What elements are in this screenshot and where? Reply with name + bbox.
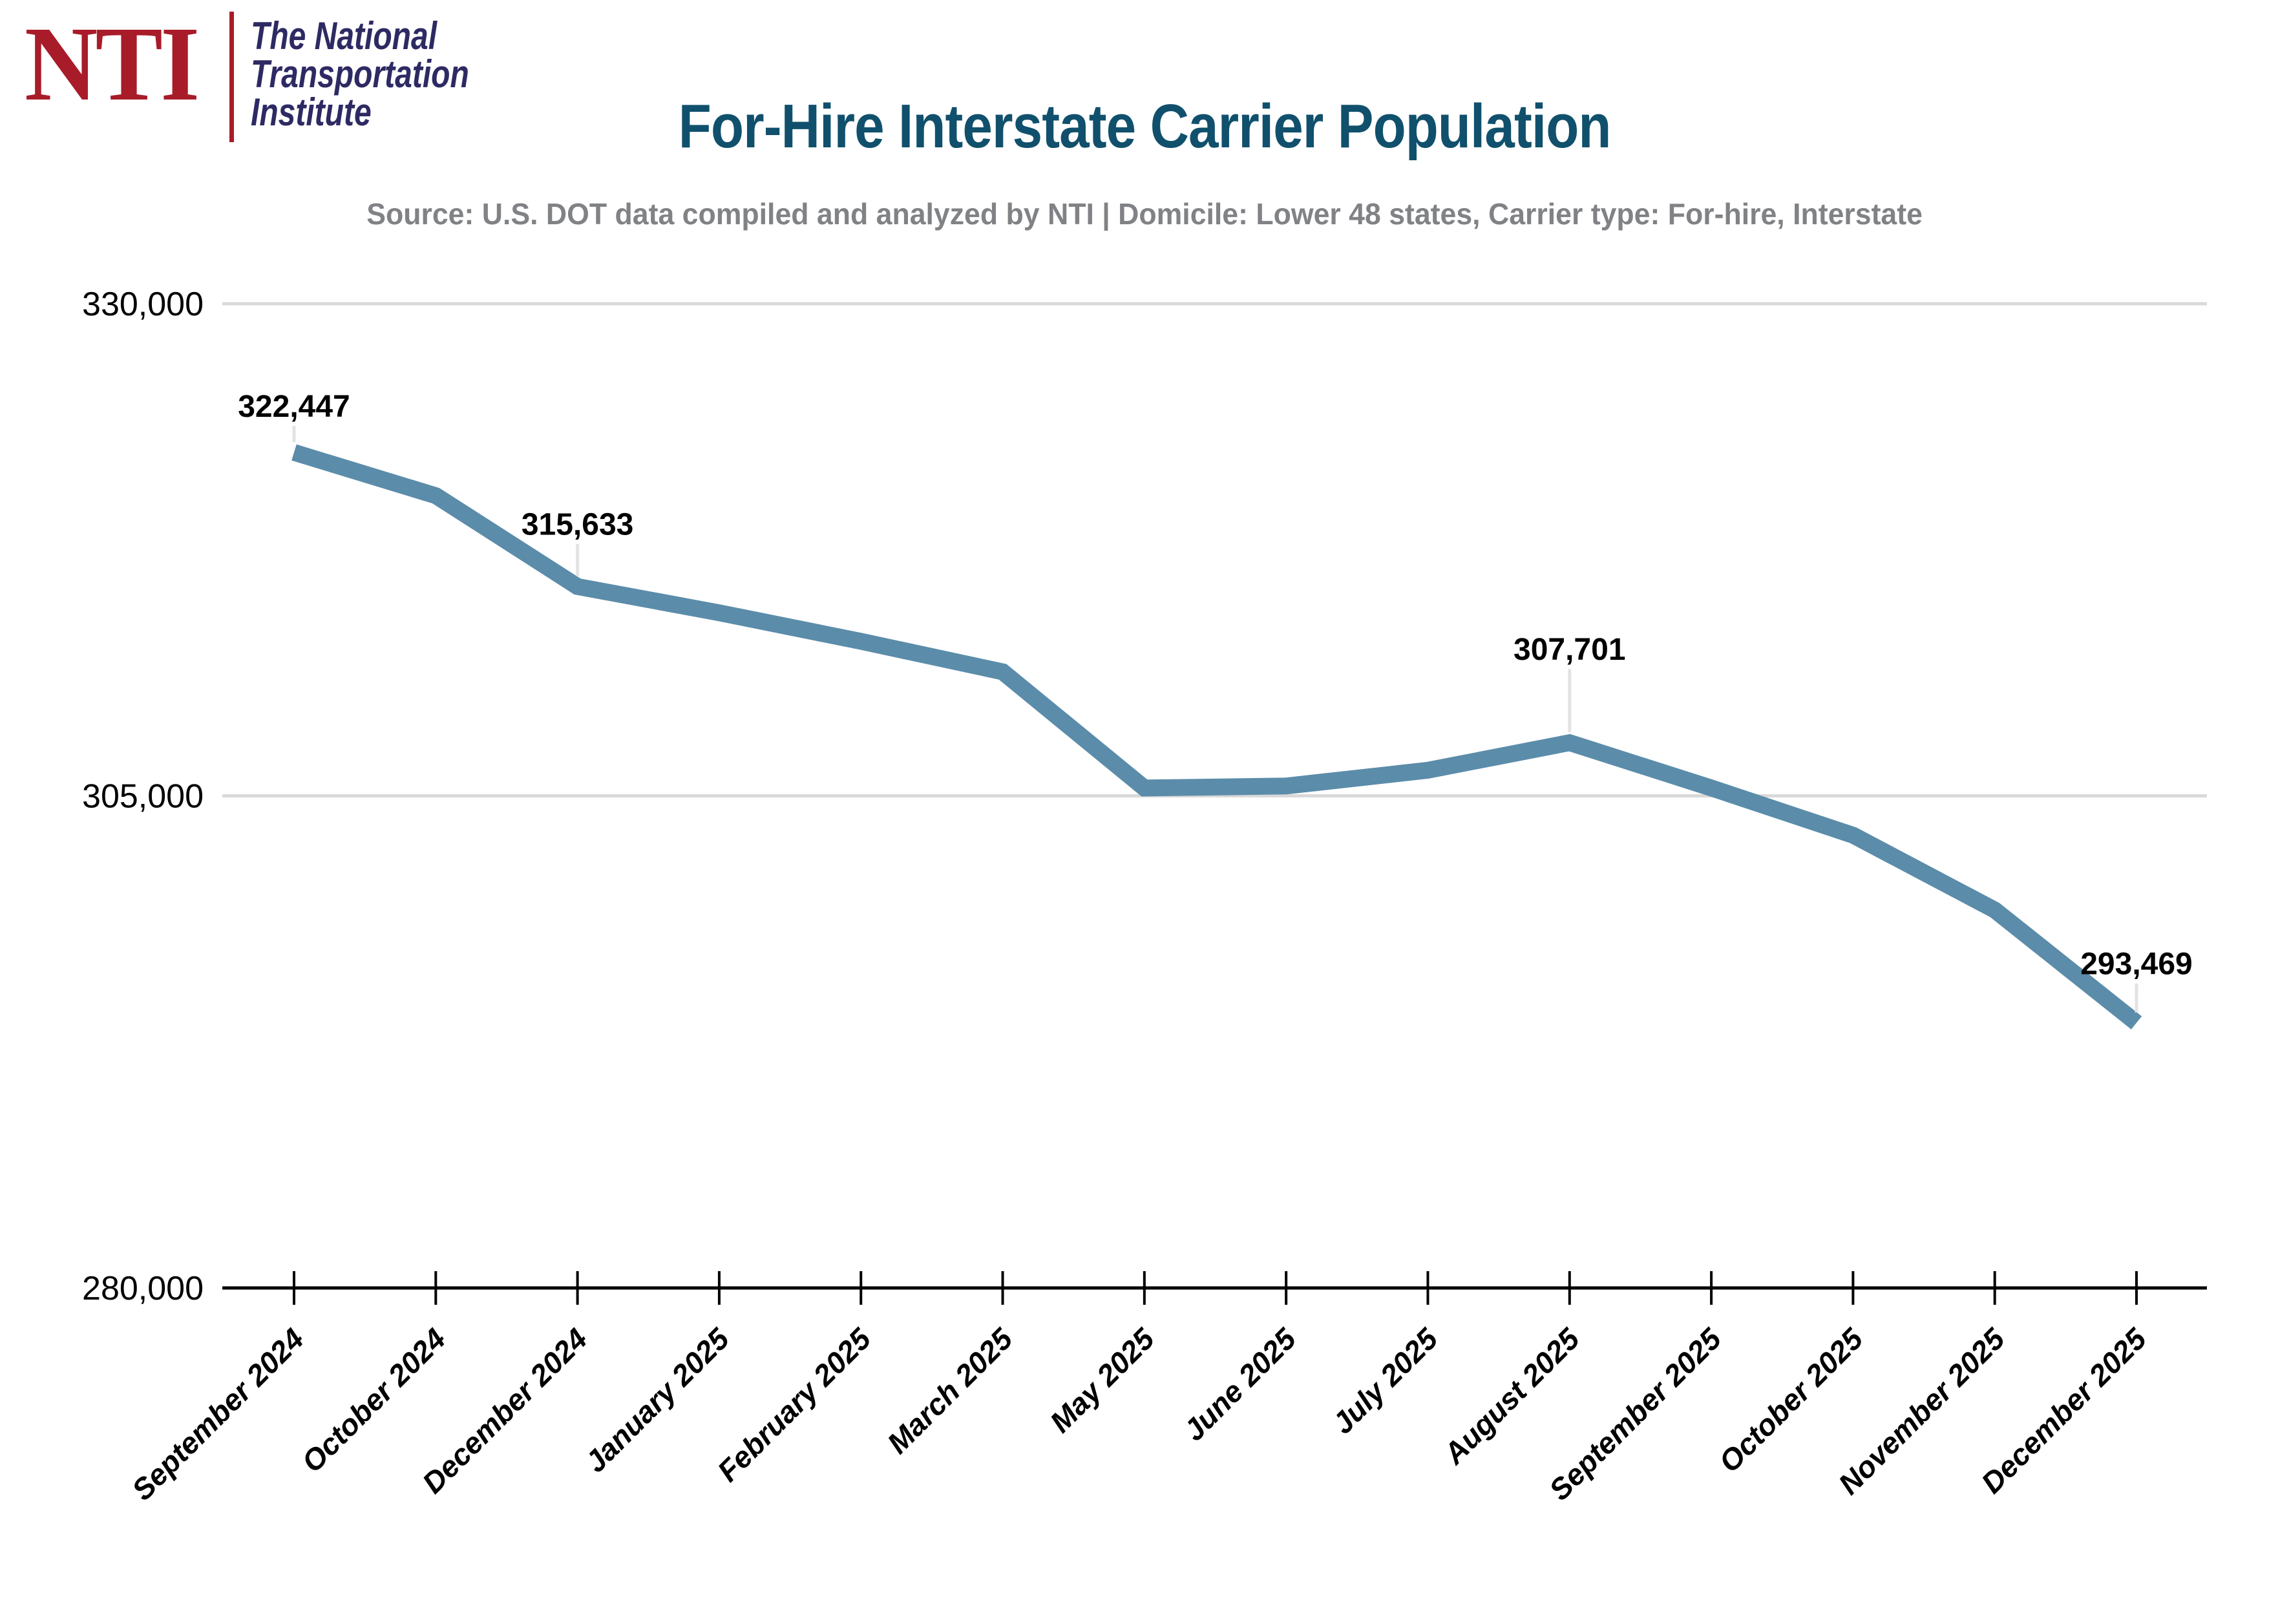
logo-abbreviation: NTI xyxy=(25,5,200,123)
x-axis-label: October 2024 xyxy=(295,1322,452,1479)
page-title: For-Hire Interstate Carrier Population xyxy=(678,92,1612,161)
carrier-population-line xyxy=(291,444,2142,1029)
x-axis-label: September 2024 xyxy=(125,1322,310,1506)
data-point-label: 293,469 xyxy=(2080,947,2193,982)
x-axis-label: February 2025 xyxy=(711,1321,878,1488)
x-axis-label: August 2025 xyxy=(1437,1321,1587,1471)
x-axis-label: January 2025 xyxy=(578,1321,736,1479)
data-point-label: 315,633 xyxy=(522,508,634,542)
x-axis-label: October 2025 xyxy=(1713,1321,1870,1479)
logo-name-line: Institute xyxy=(251,90,372,134)
x-axis-label: May 2025 xyxy=(1043,1321,1161,1439)
logo-organization-name: The National Transportation Institute xyxy=(251,14,469,134)
nti-logo: NTI The National Transportation Institut… xyxy=(0,0,582,168)
data-point-label: 307,701 xyxy=(1514,633,1626,667)
data-point-label: 322,447 xyxy=(238,390,350,424)
x-axis-label: March 2025 xyxy=(881,1321,1020,1460)
x-axis-label: June 2025 xyxy=(1177,1321,1303,1447)
y-axis-label: 305,000 xyxy=(82,778,204,816)
x-axis-label: July 2025 xyxy=(1325,1321,1444,1440)
logo-name-line: Transportation xyxy=(251,52,469,96)
logo-divider-rule xyxy=(229,12,234,142)
chart-source-subtitle: Source: U.S. DOT data compiled and analy… xyxy=(366,197,1923,231)
logo-name-line: The National xyxy=(251,14,438,58)
y-axis-label: 330,000 xyxy=(82,286,204,323)
y-axis-label: 280,000 xyxy=(82,1270,204,1307)
